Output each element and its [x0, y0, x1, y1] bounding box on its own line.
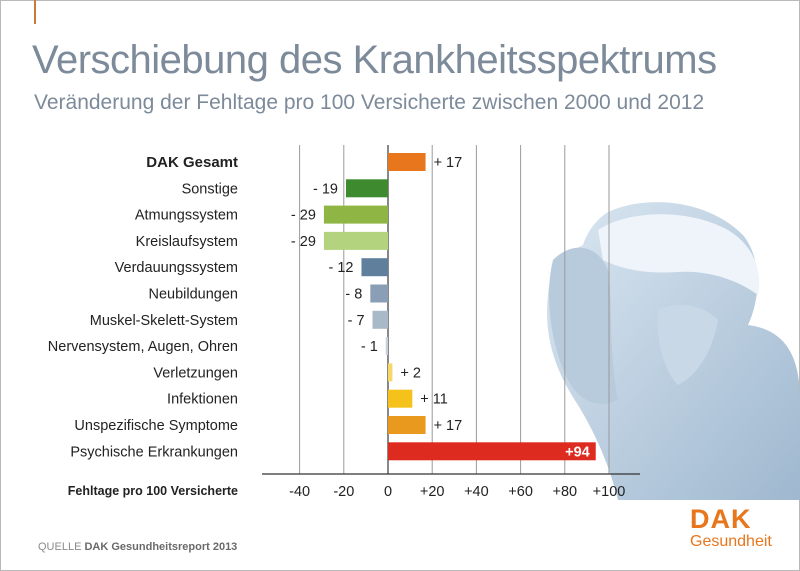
category-label: Psychische Erkrankungen [70, 444, 238, 460]
x-axis-label: Fehltage pro 100 Versicherte [68, 484, 238, 498]
x-tick-label: +60 [508, 484, 533, 500]
dak-logo: DAK Gesundheit [690, 506, 772, 551]
bar [323, 231, 388, 250]
category-label: Verletzungen [153, 365, 238, 381]
chart-title: Verschiebung des Krankheitsspektrums [32, 38, 717, 82]
x-axis: -40 -20 0 +20 +40 +60 +80 +100 Fehltage pro 100 … [68, 473, 640, 500]
chart-subtitle: Veränderung der Fehltage pro 100 Versich… [34, 91, 705, 114]
x-tick-label: -20 [333, 484, 354, 500]
x-tick-label: +100 [593, 484, 626, 500]
category-label: DAK Gesamt [146, 154, 238, 171]
x-tick-label: +20 [420, 484, 445, 500]
logo-name: DAK [690, 504, 752, 534]
bar [361, 258, 388, 277]
x-tick-label: +40 [464, 484, 489, 500]
category-label: Unspezifische Symptome [74, 418, 238, 434]
bar [323, 205, 388, 224]
bar [385, 337, 388, 356]
logo-sub: Gesundheit [690, 533, 772, 550]
value-label: + 17 [434, 418, 463, 434]
value-label: +94 [565, 444, 590, 460]
category-labels: DAK Gesamt Sonstige Atmungssystem Kreislauf… [48, 154, 238, 460]
grid-lines [299, 145, 610, 474]
value-label: - 12 [328, 260, 353, 276]
corner-accent [34, 0, 36, 24]
bar [372, 310, 388, 329]
category-label: Neubildungen [149, 287, 239, 303]
value-label: + 17 [434, 155, 463, 171]
source-note: QUELLE DAK Gesundheitsreport 2013 [38, 541, 237, 553]
photo-woman-illustration [547, 202, 800, 500]
bar [388, 153, 426, 171]
value-labels: + 17 - 19 - 29 - 29 - 12 - 8 - 7 - 1 + 2 + 11 + 17… [291, 155, 590, 460]
bar [388, 389, 413, 408]
value-label: - 8 [345, 287, 362, 303]
value-label: - 29 [291, 234, 316, 250]
source-prefix: QUELLE [38, 541, 82, 553]
value-label: - 7 [348, 313, 365, 329]
bars [323, 153, 596, 461]
value-label: + 2 [400, 365, 421, 381]
bar [388, 363, 393, 382]
x-tick-label: 0 [384, 484, 392, 500]
category-label: Infektionen [167, 392, 238, 408]
bar [388, 416, 426, 434]
source-name: DAK Gesundheitsreport 2013 [84, 541, 238, 553]
bar [370, 284, 388, 303]
category-label: Atmungssystem [135, 208, 238, 224]
value-label: - 1 [361, 339, 378, 355]
value-label: - 19 [313, 181, 338, 197]
category-label: Kreislaufsystem [136, 234, 238, 250]
category-label: Nervensystem, Augen, Ohren [48, 339, 238, 355]
category-label: Muskel-Skelett-System [90, 313, 238, 329]
bar [346, 179, 388, 198]
category-label: Verdauungssystem [115, 260, 238, 276]
value-label: + 11 [420, 392, 448, 408]
x-tick-label: +80 [552, 484, 577, 500]
value-label: - 29 [291, 208, 316, 224]
x-tick-label: -40 [289, 484, 310, 500]
bar [388, 442, 596, 461]
category-label: Sonstige [182, 181, 238, 197]
